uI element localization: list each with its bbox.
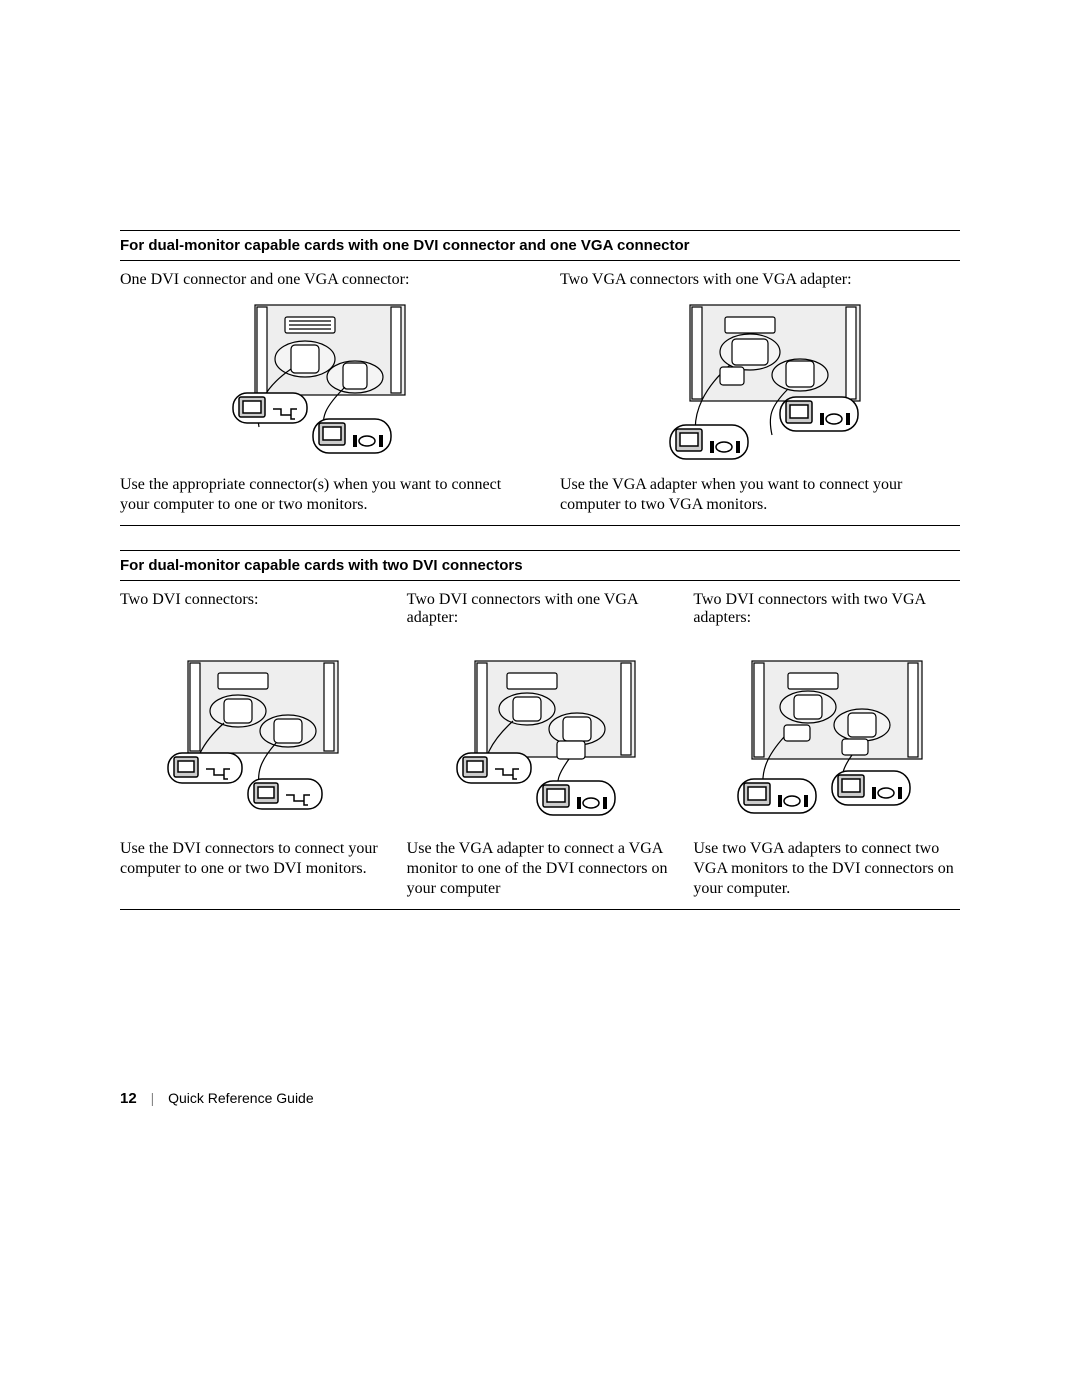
col-head: One DVI connector and one VGA connector: <box>120 271 520 289</box>
diagram-2dvi: DVI DVI <box>120 653 387 823</box>
section2-colB: Two DVI connectors with one VGA adapter: <box>407 591 674 635</box>
connector-diagram-icon: DVI VGA <box>195 297 445 467</box>
section1-colA: One DVI connector and one VGA connector: <box>120 271 520 515</box>
col-desc: Use the VGA adapter when you want to con… <box>560 475 960 515</box>
label: VGA <box>714 428 738 440</box>
section-rule <box>120 550 960 551</box>
label: VGA <box>782 782 806 794</box>
section-end-rule <box>120 909 960 910</box>
label: DVI <box>291 782 309 794</box>
col-head: Two VGA connectors with one VGA adapter: <box>560 271 960 289</box>
col-desc: Use two VGA adapters to connect two VGA … <box>693 839 960 899</box>
diagram-dvi-vga: DVI VGA <box>120 297 520 467</box>
section1-colB: Two VGA connectors with one VGA adapter: <box>560 271 960 515</box>
label: VGA <box>357 422 381 434</box>
col-head: Two DVI connectors with one VGA adapter: <box>407 591 674 627</box>
page-number: 12 <box>120 1090 137 1107</box>
section2-title: For dual-monitor capable cards with two … <box>120 557 960 574</box>
connector-diagram-icon: DVI VGA <box>425 653 655 823</box>
col-desc: Use the appropriate connector(s) when yo… <box>120 475 520 515</box>
col-head: Two DVI connectors with two VGA adapters… <box>693 591 960 627</box>
diagram-2dvi-1vga: DVI VGA <box>407 653 674 823</box>
label: VGA <box>824 400 848 412</box>
col-desc: Use the VGA adapter to connect a VGA mon… <box>407 839 674 899</box>
section-underline <box>120 580 960 581</box>
footer-title: Quick Reference Guide <box>168 1090 314 1106</box>
label: DVI <box>276 396 294 408</box>
diagram-2dvi-2vga: VGA VGA <box>693 653 960 823</box>
section-end-rule <box>120 525 960 526</box>
section-rule <box>120 230 960 231</box>
footer-separator: | <box>151 1090 155 1106</box>
label: DVI <box>211 756 229 768</box>
label: VGA <box>876 774 900 786</box>
section-underline <box>120 260 960 261</box>
label: VGA <box>581 784 605 796</box>
page-footer: 12 | Quick Reference Guide <box>120 1090 960 1107</box>
connector-diagram-icon: VGA VGA <box>702 653 952 823</box>
section1-title: For dual-monitor capable cards with one … <box>120 237 960 254</box>
col-head: Two DVI connectors: <box>120 591 387 609</box>
connector-diagram-icon: DVI DVI <box>138 653 368 823</box>
diagram-2vga-adapter: VGA VGA <box>560 297 960 467</box>
label: DVI <box>500 756 518 768</box>
connector-diagram-icon: VGA VGA <box>630 297 890 467</box>
col-desc: Use the DVI connectors to connect your c… <box>120 839 387 899</box>
section2-colC: Two DVI connectors with two VGA adapters… <box>693 591 960 635</box>
section2-colA: Two DVI connectors: <box>120 591 387 635</box>
